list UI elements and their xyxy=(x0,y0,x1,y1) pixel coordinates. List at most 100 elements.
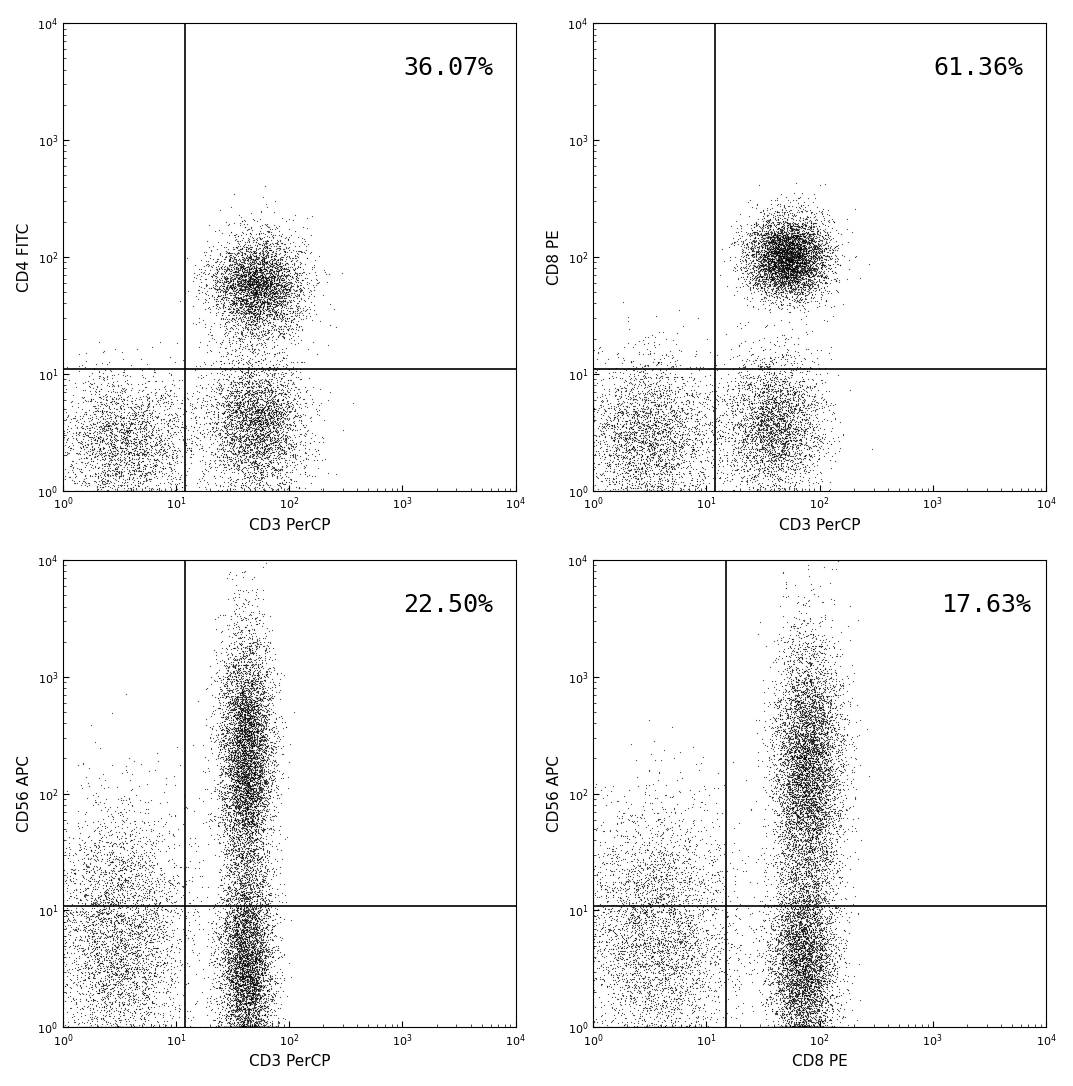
Point xyxy=(797,217,814,235)
Point xyxy=(248,696,265,714)
Point xyxy=(761,695,778,712)
Point xyxy=(247,766,264,783)
Point xyxy=(99,446,116,464)
Point xyxy=(659,925,676,943)
Point xyxy=(296,437,313,454)
Point xyxy=(233,921,250,938)
Point xyxy=(800,895,818,912)
Point xyxy=(775,267,792,285)
Point xyxy=(802,914,819,932)
Point xyxy=(764,257,781,275)
Point xyxy=(215,462,232,479)
Point xyxy=(660,479,677,496)
Point xyxy=(800,759,818,776)
Point xyxy=(252,788,269,806)
Point xyxy=(226,908,244,925)
Point xyxy=(627,964,644,982)
Point xyxy=(230,968,247,985)
Point xyxy=(621,986,638,1003)
Point xyxy=(236,711,253,729)
Point xyxy=(792,752,809,769)
Point xyxy=(799,972,817,989)
Point xyxy=(255,281,273,299)
Point xyxy=(297,301,314,318)
Point xyxy=(760,394,777,412)
Point xyxy=(771,424,789,441)
Point xyxy=(613,482,630,500)
Point xyxy=(759,412,776,429)
Point xyxy=(797,718,814,735)
Point xyxy=(89,442,106,459)
Point xyxy=(148,831,165,848)
Point xyxy=(778,937,795,955)
Point xyxy=(793,748,810,766)
Point xyxy=(225,257,242,275)
Point xyxy=(815,809,833,826)
Point xyxy=(235,275,252,292)
Point xyxy=(783,779,800,796)
Point xyxy=(762,431,779,449)
Point xyxy=(805,1001,822,1019)
Point xyxy=(254,666,271,683)
Point xyxy=(769,945,787,962)
Point xyxy=(632,884,649,901)
Point xyxy=(230,620,247,637)
Point xyxy=(808,1001,825,1019)
Point xyxy=(252,261,269,278)
Point xyxy=(245,692,262,709)
Point xyxy=(821,914,838,932)
Point xyxy=(725,258,743,276)
Point xyxy=(641,441,658,458)
Point xyxy=(224,444,241,462)
Point xyxy=(681,938,699,956)
Point xyxy=(766,833,783,850)
Point xyxy=(663,450,680,467)
Point xyxy=(251,305,268,323)
Point xyxy=(105,451,122,468)
Point xyxy=(276,441,293,458)
Point xyxy=(808,917,825,934)
Point xyxy=(775,1002,792,1020)
Point xyxy=(793,994,810,1011)
Point xyxy=(141,885,158,902)
Point xyxy=(796,737,813,755)
Point xyxy=(585,895,602,912)
Point xyxy=(244,829,261,846)
Point xyxy=(787,861,804,879)
Point xyxy=(746,391,763,408)
Point xyxy=(807,1019,824,1036)
Point xyxy=(88,997,105,1014)
Point xyxy=(780,272,797,289)
Point xyxy=(721,917,738,934)
Point xyxy=(248,250,265,267)
Point xyxy=(146,921,163,938)
Point xyxy=(814,730,832,747)
Point xyxy=(111,1009,128,1026)
Point xyxy=(247,1013,264,1031)
Point xyxy=(628,482,645,500)
Point xyxy=(224,971,241,988)
Point xyxy=(244,1019,261,1036)
Point xyxy=(765,757,782,774)
Point xyxy=(815,934,833,951)
Point xyxy=(811,227,828,244)
Point xyxy=(244,1019,261,1036)
Point xyxy=(234,880,251,897)
Point xyxy=(688,836,705,854)
Point xyxy=(780,700,797,718)
Point xyxy=(796,733,813,750)
Point xyxy=(258,640,275,657)
Point xyxy=(743,428,760,445)
Point xyxy=(224,270,241,288)
Point xyxy=(160,837,177,855)
Point xyxy=(632,451,649,468)
Point xyxy=(667,411,685,428)
Point xyxy=(235,911,252,929)
Point xyxy=(799,639,817,656)
Point xyxy=(131,925,148,943)
Point xyxy=(811,957,828,974)
Point xyxy=(791,1019,808,1036)
Point xyxy=(673,983,690,1000)
Point xyxy=(153,919,171,936)
Point xyxy=(249,753,266,770)
